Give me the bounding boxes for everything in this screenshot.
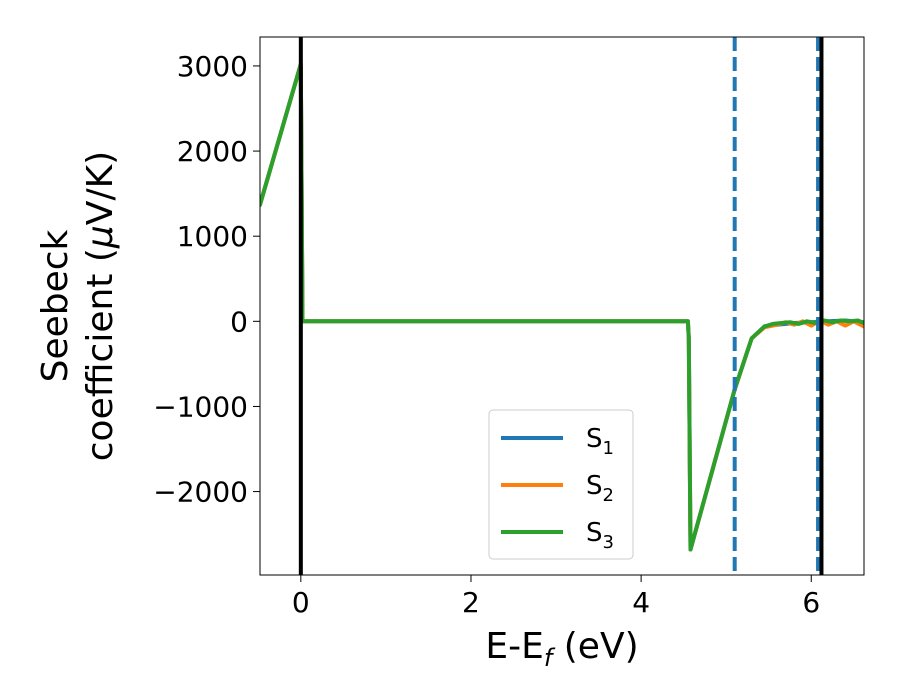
y-tick-label: −1000: [153, 390, 248, 423]
legend-label-s2: S2: [586, 471, 614, 506]
plot-frame: [259, 36, 865, 576]
y-tick-label: 0: [230, 305, 248, 338]
legend-label-s1: S1: [586, 424, 614, 459]
legend-label-s3: S3: [586, 518, 614, 553]
y-axis-label: Seebeck coefficient (μV/K): [35, 151, 121, 461]
y-tick-label: 2000: [177, 135, 248, 168]
y-tick-label: 1000: [177, 220, 248, 253]
reference-lines: [298, 37, 824, 575]
y-axis-label-line2: coefficient (μV/K): [80, 151, 121, 461]
x-axis-ticks: 0 2 4 6: [292, 575, 820, 619]
y-axis-label-line1: Seebeck: [35, 229, 76, 382]
series-line-s3: [260, 62, 864, 552]
x-tick-label: 0: [292, 586, 310, 619]
legend: S1 S2 S3: [488, 409, 634, 560]
y-tick-label: −2000: [153, 476, 248, 509]
x-tick-label: 2: [462, 586, 480, 619]
x-tick-label: 6: [802, 586, 820, 619]
x-axis-label: E-Ef (eV): [485, 626, 638, 672]
y-tick-label: 3000: [177, 50, 248, 83]
x-tick-label: 4: [632, 586, 650, 619]
y-axis-ticks: 3000 2000 1000 0 −1000 −2000: [153, 50, 260, 509]
